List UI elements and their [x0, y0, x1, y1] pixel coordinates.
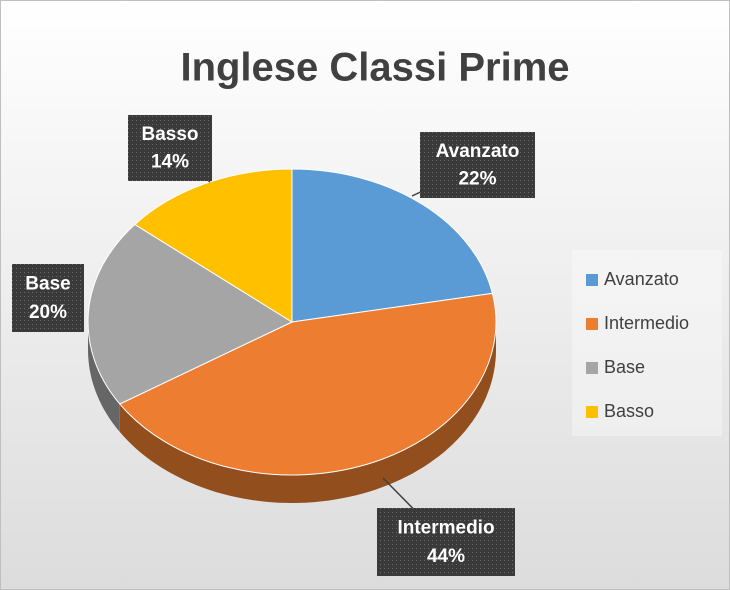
legend-swatch: [586, 406, 598, 418]
data-label-box: [128, 115, 212, 181]
data-label-box: [12, 264, 84, 332]
data-label-value: 22%: [458, 169, 496, 190]
pie-slice: [133, 168, 293, 323]
data-label-category: Base: [25, 273, 70, 294]
legend-label: Base: [604, 357, 645, 377]
chart-title: Inglese Classi Prime: [180, 46, 569, 90]
data-label-category: Basso: [141, 124, 198, 145]
data-label-category: Intermedio: [397, 517, 494, 538]
data-label-box: [420, 132, 535, 198]
legend-swatch: [586, 362, 598, 374]
data-label-value: 20%: [29, 302, 67, 323]
pie-slice: [87, 223, 294, 405]
data-label-box: [377, 508, 515, 576]
pie-slice: [291, 168, 494, 323]
data-label-value: 44%: [427, 546, 465, 567]
legend-label: Avanzato: [604, 269, 679, 289]
legend-swatch: [586, 274, 598, 286]
pie-slice: [118, 292, 497, 476]
data-label-value: 14%: [151, 152, 189, 173]
legend-label: Intermedio: [604, 313, 689, 333]
legend-label: Basso: [604, 401, 654, 421]
pie-slice-side: [88, 322, 120, 432]
data-label-category: Avanzato: [436, 141, 520, 162]
legend-swatch: [586, 318, 598, 330]
pie-slice-side: [119, 322, 497, 503]
